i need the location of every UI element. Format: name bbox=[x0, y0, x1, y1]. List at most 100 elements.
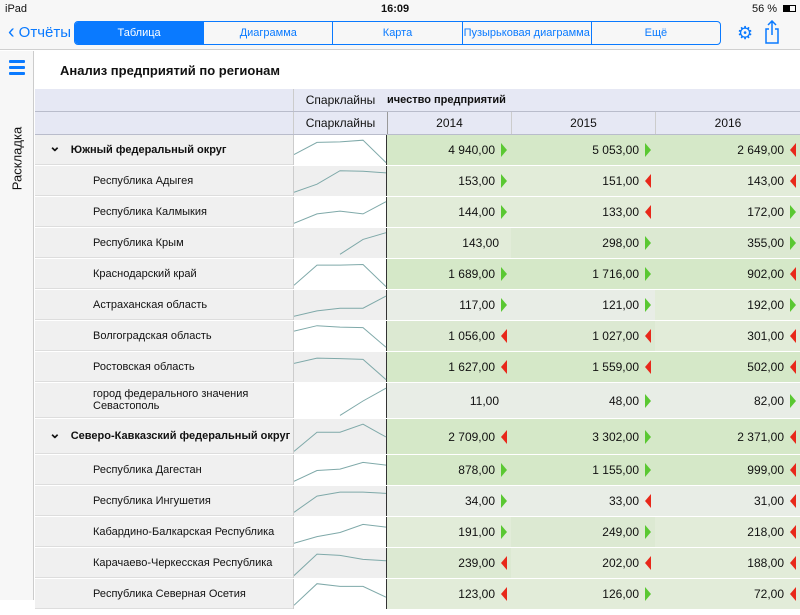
share-icon[interactable] bbox=[764, 20, 780, 44]
value-cell[interactable]: 151,00 bbox=[511, 166, 655, 196]
value-cell[interactable]: 1 689,00 bbox=[387, 259, 511, 289]
table-row[interactable]: Республика Адыгея 153,00 151,00 143,00 bbox=[35, 166, 800, 197]
row-label[interactable]: ⌄ Южный федеральный округ bbox=[35, 135, 293, 165]
table-row[interactable]: Республика Северная Осетия 123,00 126,00 72… bbox=[35, 579, 800, 610]
table-row[interactable]: Волгоградская область 1 056,00 1 027,00 301… bbox=[35, 321, 800, 352]
table-row[interactable]: Республика Крым 143,00 298,00 355,00 bbox=[35, 228, 800, 259]
row-label[interactable]: Республика Северная Осетия bbox=[35, 579, 293, 609]
table-row[interactable]: Кабардино-Балкарская Республика 191,00 249… bbox=[35, 517, 800, 548]
value-cell[interactable]: 192,00 bbox=[655, 290, 800, 320]
view-segmented-control: Таблица Диаграмма Карта Пузырьковая диаг… bbox=[74, 21, 721, 45]
value-cell[interactable]: 144,00 bbox=[387, 197, 511, 227]
tab-bubble-chart[interactable]: Пузырьковая диаграмма bbox=[461, 22, 591, 44]
row-label[interactable]: город федерального значения Севастополь bbox=[35, 383, 293, 418]
value-cell[interactable]: 72,00 bbox=[655, 579, 800, 609]
row-label[interactable]: Волгоградская область bbox=[35, 321, 293, 351]
value-cell[interactable]: 121,00 bbox=[511, 290, 655, 320]
hamburger-menu-icon[interactable] bbox=[9, 60, 25, 78]
row-label[interactable]: Республика Ингушетия bbox=[35, 486, 293, 516]
trend-up-icon bbox=[790, 236, 796, 250]
group-row[interactable]: ⌄ Южный федеральный округ 4 940,00 5 053,00… bbox=[35, 135, 800, 166]
row-label[interactable]: Республика Дагестан bbox=[35, 455, 293, 485]
group-row[interactable]: ⌄ Северо-Кавказский федеральный округ 2 70… bbox=[35, 419, 800, 455]
value-cell[interactable]: 133,00 bbox=[511, 197, 655, 227]
row-label[interactable]: Ростовская область bbox=[35, 352, 293, 382]
value-cell[interactable]: 298,00 bbox=[511, 228, 655, 258]
table-row[interactable]: Республика Дагестан 878,00 1 155,00 999,00 bbox=[35, 455, 800, 486]
tab-chart[interactable]: Диаграмма bbox=[203, 22, 332, 44]
value-cell[interactable]: 2 371,00 bbox=[655, 419, 800, 454]
row-label[interactable]: Кабардино-Балкарская Республика bbox=[35, 517, 293, 547]
value-cell[interactable]: 1 559,00 bbox=[511, 352, 655, 382]
table-row[interactable]: Республика Ингушетия 34,00 33,00 31,00 bbox=[35, 486, 800, 517]
value-cell[interactable]: 202,00 bbox=[511, 548, 655, 578]
value-cell[interactable]: 355,00 bbox=[655, 228, 800, 258]
value-cell[interactable]: 33,00 bbox=[511, 486, 655, 516]
row-label[interactable]: Астраханская область bbox=[35, 290, 293, 320]
value-cell[interactable]: 1 027,00 bbox=[511, 321, 655, 351]
table-row[interactable]: Астраханская область 117,00 121,00 192,00 bbox=[35, 290, 800, 321]
row-label[interactable]: Республика Крым bbox=[35, 228, 293, 258]
value-cell[interactable]: 301,00 bbox=[655, 321, 800, 351]
row-label[interactable]: ⌄ Северо-Кавказский федеральный округ bbox=[35, 419, 293, 454]
trend-up-icon bbox=[790, 205, 796, 219]
back-button[interactable]: ‹ Отчёты bbox=[8, 22, 71, 42]
layout-panel-toggle[interactable]: Раскладка bbox=[9, 126, 25, 191]
value-cell[interactable]: 153,00 bbox=[387, 166, 511, 196]
value-cell[interactable]: 5 053,00 bbox=[511, 135, 655, 165]
value-cell[interactable]: 1 716,00 bbox=[511, 259, 655, 289]
value-cell[interactable]: 48,00 bbox=[511, 383, 655, 418]
value-cell[interactable]: 31,00 bbox=[655, 486, 800, 516]
value-cell[interactable]: 3 302,00 bbox=[511, 419, 655, 454]
cell-value: 249,00 bbox=[602, 525, 639, 539]
header-year[interactable]: 2015 bbox=[511, 112, 655, 134]
value-cell[interactable]: 34,00 bbox=[387, 486, 511, 516]
table-row[interactable]: Республика Калмыкия 144,00 133,00 172,00 bbox=[35, 197, 800, 228]
value-cell[interactable]: 999,00 bbox=[655, 455, 800, 485]
row-label[interactable]: Республика Адыгея bbox=[35, 166, 293, 196]
value-cell[interactable]: 239,00 bbox=[387, 548, 511, 578]
value-cell[interactable]: 143,00 bbox=[387, 228, 511, 258]
value-cell[interactable]: 172,00 bbox=[655, 197, 800, 227]
cell-value: 1 716,00 bbox=[592, 267, 639, 281]
row-label[interactable]: Карачаево-Черкесская Республика bbox=[35, 548, 293, 578]
cell-value: 355,00 bbox=[747, 236, 784, 250]
value-cell[interactable]: 218,00 bbox=[655, 517, 800, 547]
value-cell[interactable]: 1 155,00 bbox=[511, 455, 655, 485]
value-cell[interactable]: 188,00 bbox=[655, 548, 800, 578]
value-cell[interactable]: 878,00 bbox=[387, 455, 511, 485]
value-cell[interactable]: 902,00 bbox=[655, 259, 800, 289]
value-cell[interactable]: 143,00 bbox=[655, 166, 800, 196]
row-label[interactable]: Краснодарский край bbox=[35, 259, 293, 289]
gear-icon[interactable]: ⚙ bbox=[737, 23, 754, 43]
table-row[interactable]: Ростовская область 1 627,00 1 559,00 502,00 bbox=[35, 352, 800, 383]
tab-more[interactable]: Ещё bbox=[590, 22, 720, 44]
row-label[interactable]: Республика Калмыкия bbox=[35, 197, 293, 227]
value-cell[interactable]: 502,00 bbox=[655, 352, 800, 382]
value-cell[interactable]: 2 709,00 bbox=[387, 419, 511, 454]
value-cell[interactable]: 1 056,00 bbox=[387, 321, 511, 351]
sparkline bbox=[293, 166, 387, 196]
value-cell[interactable]: 82,00 bbox=[655, 383, 800, 418]
table-row[interactable]: Карачаево-Черкесская Республика 239,00 202… bbox=[35, 548, 800, 579]
value-cell[interactable]: 2 649,00 bbox=[655, 135, 800, 165]
value-cell[interactable]: 126,00 bbox=[511, 579, 655, 609]
status-bar: iPad 16:09 56 % bbox=[0, 0, 800, 18]
value-cell[interactable]: 249,00 bbox=[511, 517, 655, 547]
header-year[interactable]: 2014 bbox=[387, 112, 511, 134]
chevron-down-icon[interactable]: ⌄ bbox=[49, 424, 61, 441]
cell-value: 298,00 bbox=[602, 236, 639, 250]
value-cell[interactable]: 4 940,00 bbox=[387, 135, 511, 165]
table-row[interactable]: Краснодарский край 1 689,00 1 716,00 902,00 bbox=[35, 259, 800, 290]
table-row[interactable]: город федерального значения Севастополь 1… bbox=[35, 383, 800, 419]
chevron-down-icon[interactable]: ⌄ bbox=[49, 138, 61, 154]
value-cell[interactable]: 1 627,00 bbox=[387, 352, 511, 382]
tab-table[interactable]: Таблица bbox=[75, 22, 204, 44]
value-cell[interactable]: 117,00 bbox=[387, 290, 511, 320]
tab-map[interactable]: Карта bbox=[332, 22, 461, 44]
value-cell[interactable]: 191,00 bbox=[387, 517, 511, 547]
battery-level: 56 % bbox=[752, 3, 778, 15]
value-cell[interactable]: 123,00 bbox=[387, 579, 511, 609]
header-year[interactable]: 2016 bbox=[655, 112, 800, 134]
value-cell[interactable]: 11,00 bbox=[387, 383, 511, 418]
